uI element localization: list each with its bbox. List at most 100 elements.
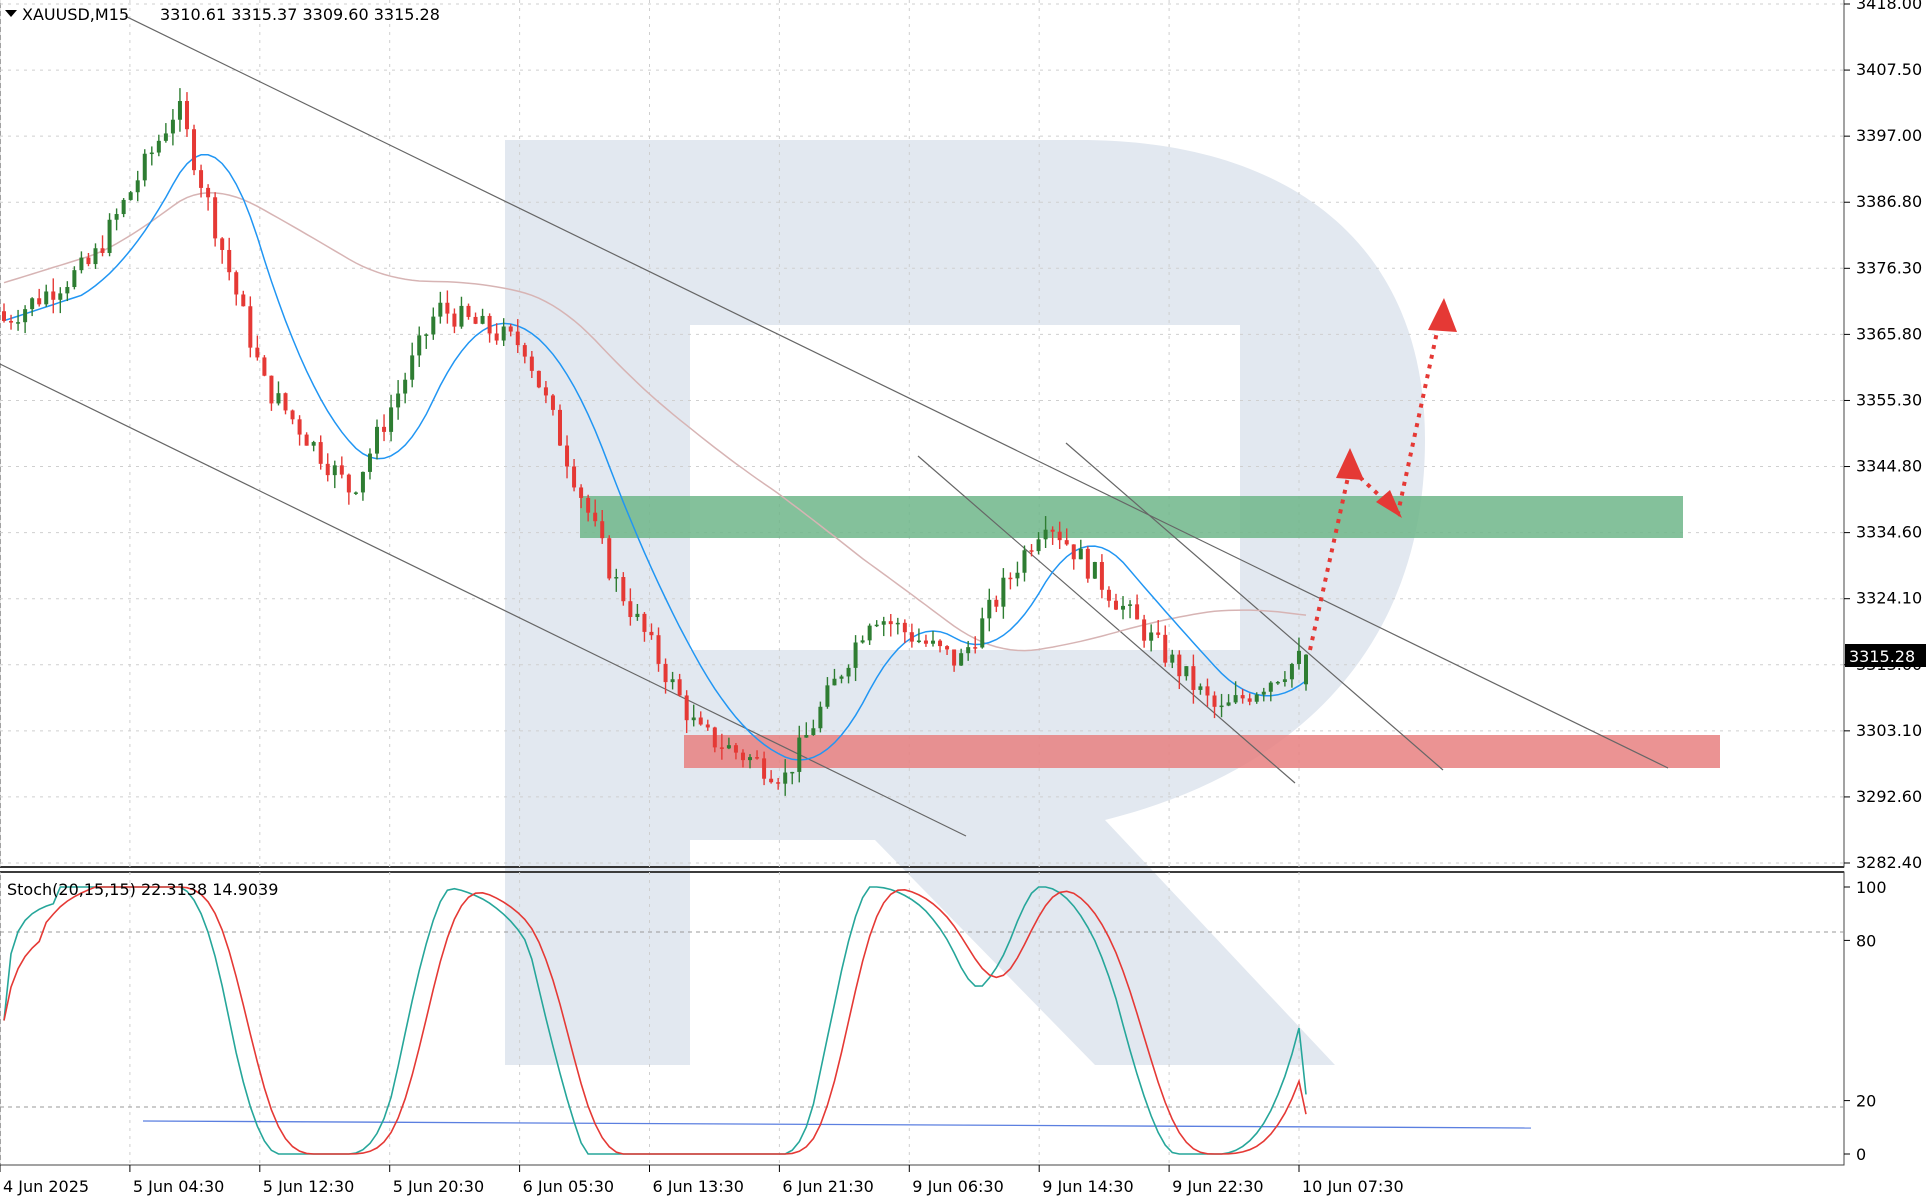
price-tick-label: 3282.40 [1856, 853, 1922, 872]
candle-body [501, 326, 506, 341]
candle-body [726, 745, 731, 749]
candles [2, 88, 1308, 796]
candle-body [128, 192, 133, 200]
candle-body [23, 309, 28, 323]
candle-body [529, 356, 534, 371]
candle-body [311, 442, 316, 446]
candle-body [466, 305, 471, 317]
candle-body [663, 663, 668, 683]
candle-body [1050, 529, 1055, 532]
candle-body [1099, 562, 1104, 590]
arrowhead-up-2 [1428, 298, 1457, 332]
candle-body [677, 679, 682, 696]
candle-body [769, 778, 774, 783]
time-tick-label: 10 Jun 07:30 [1302, 1177, 1404, 1196]
candle-body [241, 294, 246, 307]
candle-body [16, 322, 21, 324]
candle-body [199, 170, 204, 188]
stoch-signal-line [3, 886, 1307, 1155]
candle-body [234, 272, 239, 295]
candle-body [1142, 619, 1147, 641]
candle-body [163, 133, 168, 141]
watermark-logo [505, 140, 1425, 1065]
price-tick-label: 3303.10 [1856, 721, 1922, 740]
candle-body [1268, 682, 1273, 692]
candle-body [712, 727, 717, 748]
candle-body [755, 757, 760, 759]
candle-body [396, 393, 401, 408]
resistance-zone [580, 496, 1683, 538]
stoch-label: Stoch(20,15,15) 22.3138 14.9039 [7, 880, 278, 899]
candle-body [114, 214, 119, 220]
time-tick-label: 4 Jun 2025 [3, 1177, 89, 1196]
candle-body [297, 419, 302, 435]
price-tick-label: 3386.80 [1856, 192, 1922, 211]
candle-body [184, 101, 189, 130]
candle-body [818, 706, 823, 729]
candle-body [58, 293, 63, 300]
candle-body [839, 676, 844, 679]
time-tick-label: 5 Jun 12:30 [263, 1177, 354, 1196]
candle-body [832, 678, 837, 686]
candle-body [853, 642, 858, 668]
candle-body [543, 387, 548, 396]
candle-body [417, 335, 422, 356]
candle-body [220, 238, 225, 250]
candle-body [318, 442, 323, 464]
arrowhead-up-1 [1336, 448, 1364, 480]
candle-body [797, 737, 802, 772]
candle-body [994, 599, 999, 607]
time-tick-label: 6 Jun 21:30 [782, 1177, 873, 1196]
candle-body [557, 409, 562, 446]
candle-body [410, 355, 415, 380]
symbol-dropdown-icon[interactable] [5, 10, 17, 17]
time-tick-label: 5 Jun 20:30 [393, 1177, 484, 1196]
price-tick-label: 3397.00 [1856, 126, 1922, 145]
candle-body [325, 463, 330, 476]
current-price-label: 3315.28 [1849, 647, 1915, 666]
candle-body [614, 577, 619, 579]
candle-body [733, 745, 738, 753]
price-axis: 3418.00 3407.50 3397.00 3386.80 3376.30 3365.… [1844, 0, 1922, 872]
candle-body [44, 291, 49, 305]
price-tick-label: 3334.60 [1856, 523, 1922, 542]
candle-body [1128, 604, 1133, 606]
candle-body [1289, 663, 1294, 680]
candle-body [206, 187, 211, 198]
candle-body [705, 724, 710, 728]
candle-body [1247, 698, 1252, 702]
candle-body [262, 357, 267, 376]
candle-body [1240, 695, 1245, 699]
candle-body [635, 613, 640, 618]
time-tick-label: 6 Jun 13:30 [653, 1177, 744, 1196]
candle-body [1198, 686, 1203, 690]
candle-body [79, 257, 84, 271]
candle-body [487, 315, 492, 334]
candle-body [290, 410, 295, 420]
candle-body [938, 640, 943, 647]
candle-body [339, 465, 344, 475]
candle-body [1043, 529, 1048, 540]
candle-body [9, 320, 14, 323]
candle-body [2, 311, 6, 321]
price-tick-label: 3355.30 [1856, 390, 1922, 409]
candle-body [930, 640, 935, 644]
candle-body [213, 197, 218, 239]
candle-body [959, 653, 964, 666]
candle-body [628, 601, 633, 618]
candle-body [332, 465, 337, 476]
candle-body [494, 333, 499, 341]
time-tick-label: 6 Jun 05:30 [523, 1177, 614, 1196]
price-tick-label: 3324.10 [1856, 589, 1922, 608]
candle-body [248, 306, 253, 348]
candle-body [804, 735, 809, 738]
candle-body [909, 632, 914, 642]
candle-body [346, 474, 351, 493]
candle-body [227, 249, 232, 273]
candle-body [895, 622, 900, 625]
stoch-panel-frame [0, 871, 1845, 1166]
symbol-label[interactable]: XAUUSD,M15 [22, 5, 129, 24]
candle-body [600, 521, 605, 539]
candle-body [790, 771, 795, 774]
candle-body [452, 313, 457, 327]
